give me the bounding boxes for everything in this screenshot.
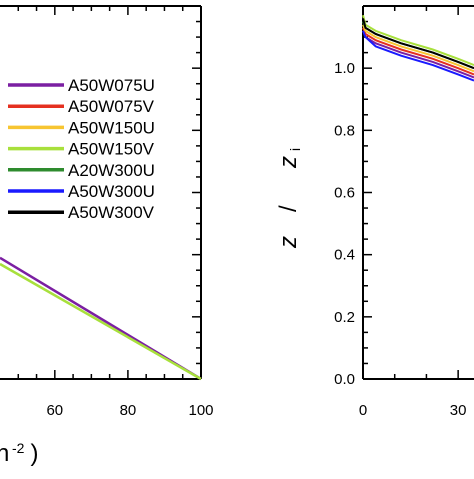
- left-x-tick-label: 60: [46, 402, 63, 419]
- left-ticks: [17, 5, 202, 380]
- right-y-tick-label: 0.2: [334, 309, 355, 326]
- legend-label: A50W075U: [68, 76, 155, 95]
- right-series-line: [362, 18, 474, 70]
- legend-label: A50W150V: [68, 140, 155, 159]
- right-series-group: [362, 15, 474, 82]
- left-series-group: [0, 256, 202, 381]
- legend-background: [4, 74, 192, 242]
- right-y-tick-label: 0.4: [334, 247, 355, 264]
- right-series-line: [362, 27, 474, 76]
- right-series-line: [362, 24, 474, 73]
- left-x-tick-label: 100: [188, 402, 213, 419]
- legend-label: A50W150U: [68, 118, 155, 137]
- right-y-tick-label: 0.6: [334, 185, 355, 202]
- y-label-slash: /: [275, 205, 302, 212]
- right-y-axis-label: z / z i: [275, 148, 303, 249]
- right-y-tick-label: 0.8: [334, 122, 355, 139]
- left-x-axis-label: n: [0, 440, 9, 467]
- y-label-subscript-i: i: [287, 148, 303, 151]
- legend-label: A50W075V: [68, 97, 155, 116]
- right-y-tick-labels: 0.0 0.2 0.4 0.6 0.8 1.0: [334, 60, 355, 388]
- right-y-tick-label: 0.0: [334, 371, 355, 388]
- left-x-tick-label: 80: [120, 402, 137, 419]
- legend: A50W075U A50W075V A50W150U A50W150V A20W300U…: [4, 74, 192, 242]
- left-x-tick-labels: 60 80 100: [46, 402, 213, 419]
- y-label-zi: z: [275, 156, 302, 169]
- right-x-tick-labels: 0 30: [359, 402, 467, 419]
- right-series-line: [362, 30, 474, 82]
- left-panel: 60 80 100 n -2) A50W075UA50W075VA50W150UA5…: [0, 5, 214, 467]
- right-y-tick-label: 1.0: [334, 60, 355, 77]
- right-x-tick-label: 30: [450, 402, 467, 419]
- left-x-axis-label-exponent: -2): [12, 440, 38, 467]
- left-series-line: [0, 262, 202, 381]
- right-panel: 0.0 0.2 0.4 0.6 0.8 1.0 0 30 z / z i: [275, 5, 474, 419]
- legend-label: A50W300U: [68, 182, 155, 201]
- y-label-z: z: [275, 236, 302, 249]
- legend-label: A20W300U: [68, 161, 155, 180]
- right-x-tick-label: 0: [359, 402, 367, 419]
- legend-label: A50W300V: [68, 203, 155, 222]
